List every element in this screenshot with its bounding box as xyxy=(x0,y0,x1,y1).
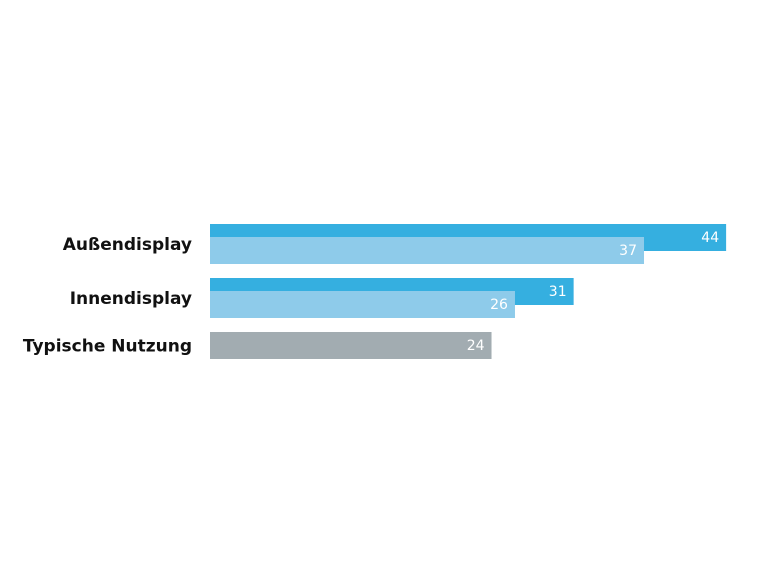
bar xyxy=(210,291,515,318)
category-label: Innendisplay xyxy=(70,289,192,309)
value-label: 26 xyxy=(490,297,508,313)
bar xyxy=(210,237,645,264)
category-label: Typische Nutzung xyxy=(23,337,192,357)
value-label: 31 xyxy=(549,284,567,300)
value-label: 44 xyxy=(701,230,719,246)
category-label: Außendisplay xyxy=(63,235,192,255)
value-label: 37 xyxy=(619,243,637,259)
value-label: 24 xyxy=(467,338,485,354)
bar xyxy=(210,332,492,359)
